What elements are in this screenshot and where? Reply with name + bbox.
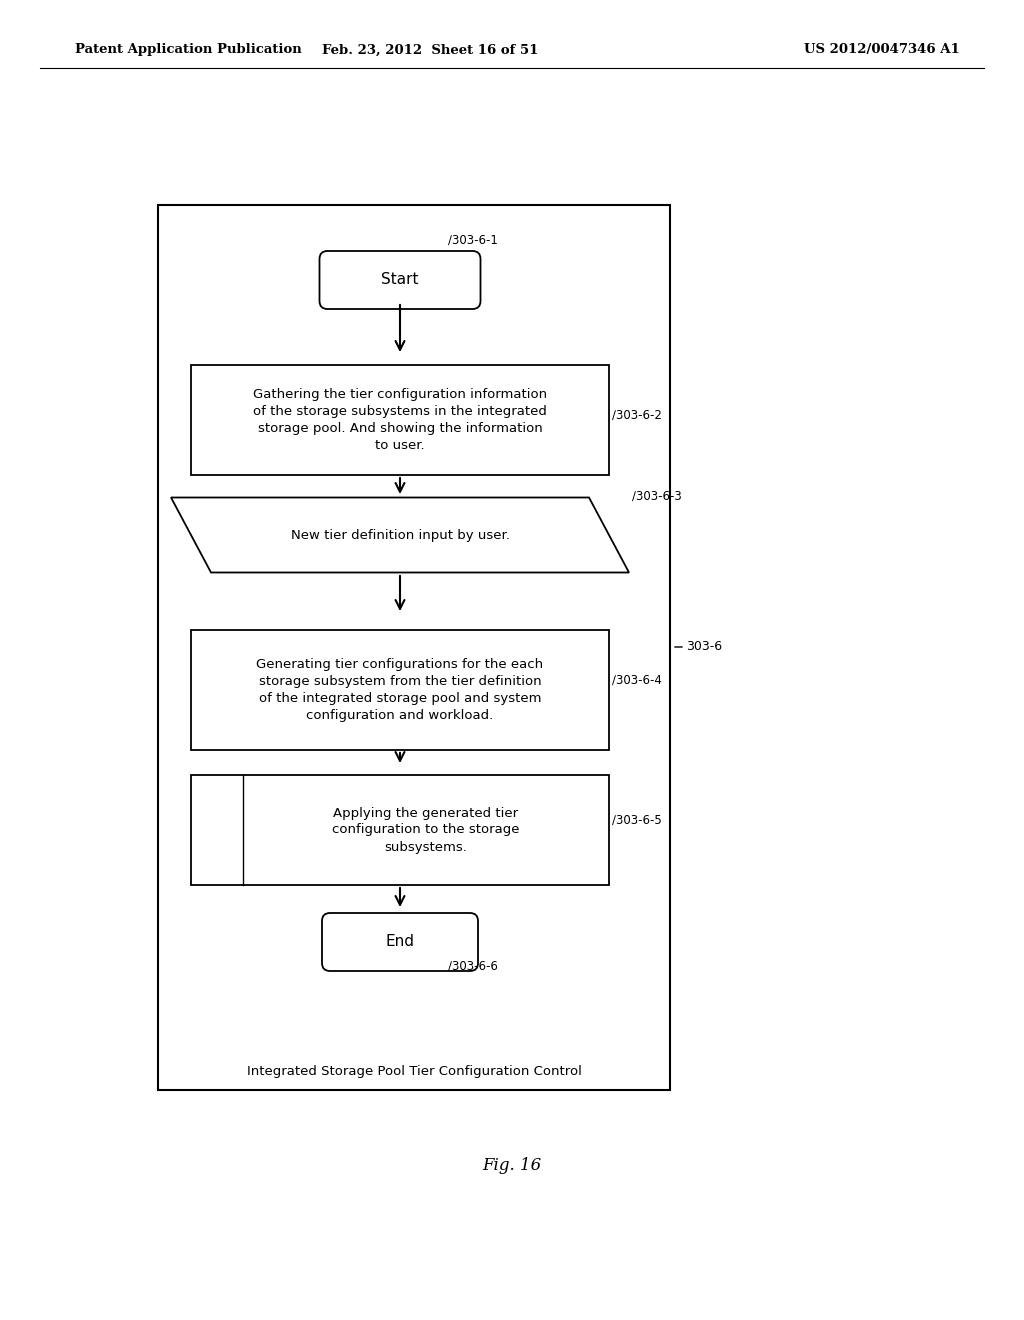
Text: ∕303-6-5: ∕303-6-5 [612, 813, 662, 826]
Text: Patent Application Publication: Patent Application Publication [75, 44, 302, 57]
Text: ∕303-6-3: ∕303-6-3 [632, 490, 682, 503]
Text: End: End [385, 935, 415, 949]
FancyBboxPatch shape [322, 913, 478, 972]
Text: Gathering the tier configuration information
of the storage subsystems in the in: Gathering the tier configuration informa… [253, 388, 547, 451]
Text: Applying the generated tier
configuration to the storage
subsystems.: Applying the generated tier configuratio… [332, 807, 520, 854]
Text: Start: Start [381, 272, 419, 288]
Text: ∕303-6-1: ∕303-6-1 [449, 234, 498, 247]
Bar [191, 775, 609, 884]
Text: ∕303-6-2: ∕303-6-2 [612, 408, 662, 421]
Text: Generating tier configurations for the each
storage subsystem from the tier defi: Generating tier configurations for the e… [256, 657, 544, 722]
Text: ∕303-6-6: ∕303-6-6 [449, 960, 498, 973]
FancyBboxPatch shape [319, 251, 480, 309]
Text: Integrated Storage Pool Tier Configuration Control: Integrated Storage Pool Tier Configurati… [247, 1065, 582, 1078]
Text: 303-6: 303-6 [686, 640, 722, 653]
Text: US 2012/0047346 A1: US 2012/0047346 A1 [804, 44, 961, 57]
Polygon shape [171, 498, 629, 573]
Text: New tier definition input by user.: New tier definition input by user. [291, 528, 509, 541]
Text: Fig. 16: Fig. 16 [482, 1156, 542, 1173]
Bar [191, 630, 609, 750]
Bar [158, 205, 670, 1090]
Text: ∕303-6-4: ∕303-6-4 [612, 673, 662, 686]
Bar [191, 366, 609, 475]
Text: Feb. 23, 2012  Sheet 16 of 51: Feb. 23, 2012 Sheet 16 of 51 [322, 44, 539, 57]
